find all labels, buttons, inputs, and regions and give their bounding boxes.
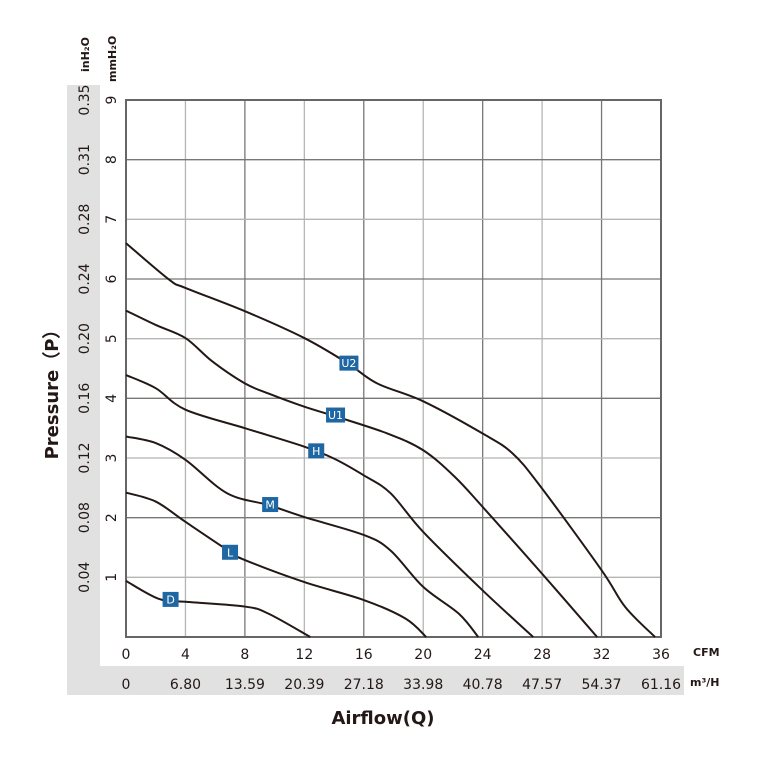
grid xyxy=(125,99,662,638)
y2-unit-label: inH₂O xyxy=(79,37,92,72)
curve-label-bg-u2 xyxy=(339,355,359,371)
curve-d xyxy=(125,580,311,638)
x-tick-label: 32 xyxy=(593,647,611,663)
x-tick-label: 16 xyxy=(355,647,373,663)
x2-tick-label: 47.57 xyxy=(522,677,562,693)
y-tick-label: 6 xyxy=(104,274,120,283)
y-tick-label: 9 xyxy=(104,96,120,105)
curve-label-m: M xyxy=(265,499,275,512)
y-unit-label: mmH₂O xyxy=(106,36,119,82)
curve-label-bg-h xyxy=(308,443,325,459)
y2-tick-label: 0.20 xyxy=(77,323,93,354)
x2-tick-label: 61.16 xyxy=(641,677,681,693)
y2-tick-label: 0.08 xyxy=(77,502,93,533)
curve-l xyxy=(125,491,427,638)
x-tick-label: 36 xyxy=(652,647,670,663)
y-tick-label: 5 xyxy=(104,334,120,343)
curve-h xyxy=(125,374,534,638)
curve-u2 xyxy=(125,242,656,638)
curve-label-u1: U1 xyxy=(328,409,343,422)
ticks: 0046.80813.591220.391627.182033.982440.7… xyxy=(77,84,681,693)
y2-tick-label: 0.04 xyxy=(77,562,93,593)
x2-tick-label: 0 xyxy=(122,677,131,693)
y2-tick-label: 0.31 xyxy=(77,144,93,175)
x2-tick-label: 27.18 xyxy=(344,677,384,693)
inh2o-axis-band xyxy=(67,85,100,695)
x-axis-title: Airflow(Q) xyxy=(331,708,434,729)
y-axis-title: Pressure（P） xyxy=(42,321,63,460)
y-tick-label: 4 xyxy=(104,394,120,403)
m3h-axis-band xyxy=(67,666,684,695)
curve-label-bg-u1 xyxy=(326,407,346,423)
x2-tick-label: 40.78 xyxy=(463,677,503,693)
y2-tick-label: 0.12 xyxy=(77,442,93,473)
y-tick-label: 1 xyxy=(104,573,120,582)
curve-label-bg-d xyxy=(162,591,179,607)
y2-tick-label: 0.16 xyxy=(77,383,93,414)
y-tick-label: 2 xyxy=(104,513,120,522)
x-tick-label: 12 xyxy=(295,647,313,663)
y2-tick-label: 0.35 xyxy=(77,84,93,115)
x-tick-label: 24 xyxy=(474,647,492,663)
curve-label-u2: U2 xyxy=(341,357,356,370)
y-tick-label: 8 xyxy=(104,155,120,164)
y2-tick-label: 0.28 xyxy=(77,204,93,235)
axis-area-bg xyxy=(100,85,680,666)
x2-tick-label: 20.39 xyxy=(284,677,324,693)
x-tick-label: 20 xyxy=(414,647,432,663)
y-tick-label: 7 xyxy=(104,215,120,224)
x2-tick-label: 33.98 xyxy=(403,677,443,693)
curve-label-bg-l xyxy=(222,544,239,560)
x-tick-label: 28 xyxy=(533,647,551,663)
x-unit-label: CFM xyxy=(693,646,720,659)
x2-tick-label: 6.80 xyxy=(170,677,201,693)
plot-frame xyxy=(125,99,662,638)
y-tick-label: 3 xyxy=(104,454,120,463)
x2-unit-label: m³/H xyxy=(690,676,720,689)
x-tick-label: 0 xyxy=(122,647,131,663)
curve-label-l: L xyxy=(227,546,234,559)
x2-tick-label: 13.59 xyxy=(225,677,265,693)
x-tick-label: 8 xyxy=(240,647,249,663)
curve-label-bg-m xyxy=(262,497,279,513)
curve-label-h: H xyxy=(312,445,320,458)
curves: U2 U1 H M L D xyxy=(125,242,656,638)
x-tick-label: 4 xyxy=(181,647,190,663)
curve-label-d: D xyxy=(166,593,174,606)
curve-m xyxy=(125,435,479,638)
y2-tick-label: 0.24 xyxy=(77,263,93,294)
x2-tick-label: 54.37 xyxy=(582,677,622,693)
